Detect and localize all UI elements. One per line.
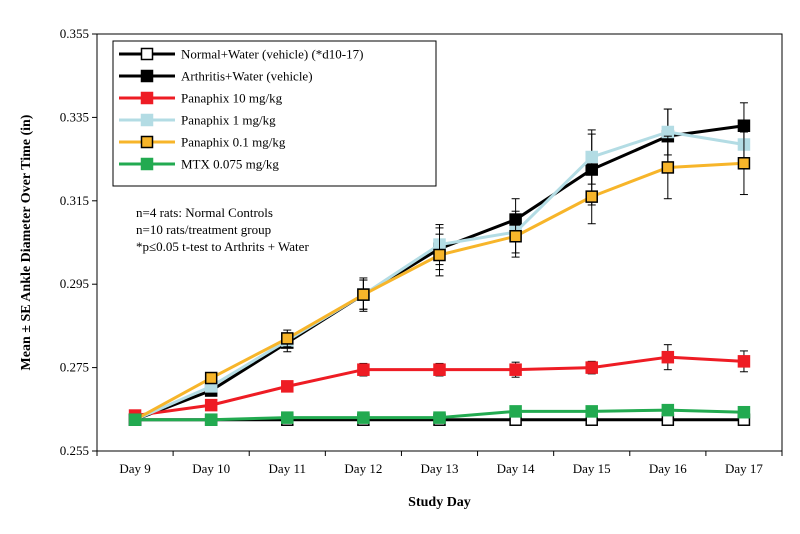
legend-item: Panaphix 10 mg/kg bbox=[119, 91, 283, 106]
y-tick-label: 0.275 bbox=[60, 360, 89, 375]
data-point bbox=[509, 405, 522, 418]
y-tick-label: 0.255 bbox=[60, 443, 89, 458]
data-point bbox=[737, 405, 751, 419]
data-point bbox=[433, 411, 446, 424]
x-tick-label: Day 11 bbox=[269, 461, 306, 476]
legend-item: Panaphix 0.1 mg/kg bbox=[119, 135, 286, 150]
legend-marker bbox=[140, 135, 154, 149]
data-point bbox=[204, 398, 218, 412]
data-point bbox=[585, 150, 598, 164]
data-point bbox=[357, 288, 370, 301]
data-point bbox=[585, 361, 598, 374]
y-axis: 0.255 0.275 0.295 0.315 0.335 0.355 bbox=[60, 26, 97, 458]
x-tick-label: Day 17 bbox=[725, 461, 763, 476]
legend-label: MTX 0.075 mg/kg bbox=[181, 157, 279, 172]
legend-item: Panaphix 1 mg/kg bbox=[119, 113, 276, 128]
legend-label: Panaphix 0.1 mg/kg bbox=[181, 135, 286, 150]
data-point bbox=[281, 380, 294, 393]
data-point bbox=[585, 190, 598, 203]
legend-item: Normal+Water (vehicle) (*d10-17) bbox=[119, 47, 363, 62]
plot-area bbox=[96, 33, 783, 452]
legend-item: MTX 0.075 mg/kg bbox=[119, 157, 279, 172]
legend-label: Panaphix 1 mg/kg bbox=[181, 113, 276, 128]
data-point bbox=[357, 363, 370, 376]
data-point bbox=[281, 411, 294, 424]
legend-marker bbox=[140, 113, 154, 127]
legend-marker bbox=[140, 47, 154, 61]
y-tick-label: 0.295 bbox=[60, 276, 89, 291]
data-point bbox=[509, 229, 522, 243]
annotation-significance: *p≤0.05 t-test to Arthrits + Water bbox=[136, 239, 309, 254]
legend: Normal+Water (vehicle) (*d10-17) Arthriti… bbox=[112, 40, 437, 187]
series-5 bbox=[128, 403, 751, 426]
legend-label: Normal+Water (vehicle) (*d10-17) bbox=[181, 47, 363, 62]
annotations: n=4 rats: Normal Controls n=10 rats/trea… bbox=[136, 205, 309, 254]
legend-marker bbox=[140, 69, 154, 83]
x-tick-label: Day 13 bbox=[421, 461, 459, 476]
data-point bbox=[661, 161, 675, 174]
data-point bbox=[661, 403, 675, 417]
data-point bbox=[204, 371, 218, 385]
data-point bbox=[281, 332, 294, 345]
x-axis: Day 9 Day 10 Day 11 Day 12 Day 13 Day 14 Day 1… bbox=[96, 451, 783, 476]
x-tick-label: Day 12 bbox=[344, 461, 382, 476]
data-point bbox=[204, 413, 218, 426]
data-point bbox=[661, 350, 675, 364]
x-axis-title: Study Day bbox=[408, 495, 471, 510]
annotation-rats-per-group: n=10 rats/treatment group bbox=[136, 222, 271, 237]
y-axis-title: Mean ± SE Ankle Diameter Over Time (in) bbox=[19, 114, 34, 370]
x-tick-label: Day 9 bbox=[119, 461, 150, 476]
x-tick-label: Day 10 bbox=[192, 461, 230, 476]
y-tick-label: 0.335 bbox=[60, 109, 89, 124]
plot-frame bbox=[96, 33, 783, 452]
legend-marker bbox=[140, 157, 154, 171]
legend-marker bbox=[140, 91, 154, 105]
x-tick-label: Day 14 bbox=[497, 461, 535, 476]
data-point bbox=[128, 413, 142, 426]
data-point bbox=[433, 248, 446, 262]
data-point bbox=[737, 355, 751, 368]
legend-item: Arthritis+Water (vehicle) bbox=[119, 69, 313, 84]
data-point bbox=[737, 157, 751, 170]
data-point bbox=[357, 411, 370, 424]
data-point bbox=[585, 405, 598, 418]
x-tick-label: Day 15 bbox=[573, 461, 611, 476]
annotation-normal-controls: n=4 rats: Normal Controls bbox=[136, 205, 273, 220]
y-tick-label: 0.315 bbox=[60, 193, 89, 208]
legend-label: Panaphix 10 mg/kg bbox=[181, 91, 283, 106]
x-tick-label: Day 16 bbox=[649, 461, 687, 476]
y-tick-label: 0.355 bbox=[60, 26, 89, 41]
series-layer bbox=[128, 102, 751, 426]
legend-label: Arthritis+Water (vehicle) bbox=[181, 69, 313, 84]
series-4 bbox=[128, 131, 751, 426]
legend-box bbox=[112, 40, 437, 187]
data-point bbox=[509, 363, 522, 376]
data-point bbox=[433, 363, 446, 376]
